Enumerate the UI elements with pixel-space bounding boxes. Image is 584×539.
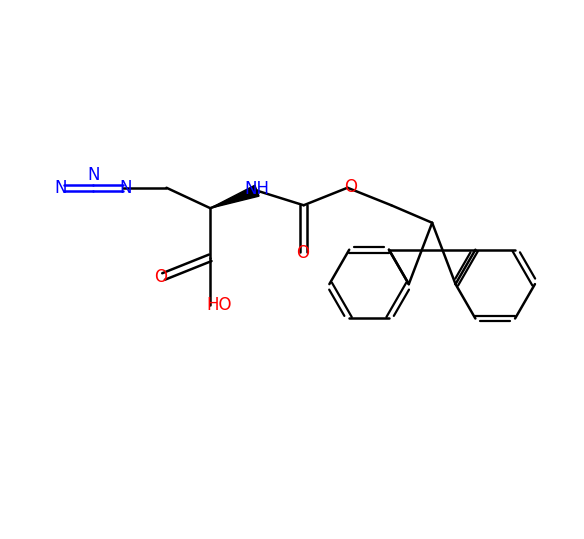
Text: NH: NH [245,181,269,198]
Text: N: N [119,179,132,197]
Polygon shape [210,185,259,208]
Text: N: N [87,166,100,184]
Text: O: O [296,244,309,262]
Text: N: N [54,179,67,197]
Text: O: O [344,177,357,196]
Text: HO: HO [206,295,232,314]
Text: O: O [154,267,167,286]
